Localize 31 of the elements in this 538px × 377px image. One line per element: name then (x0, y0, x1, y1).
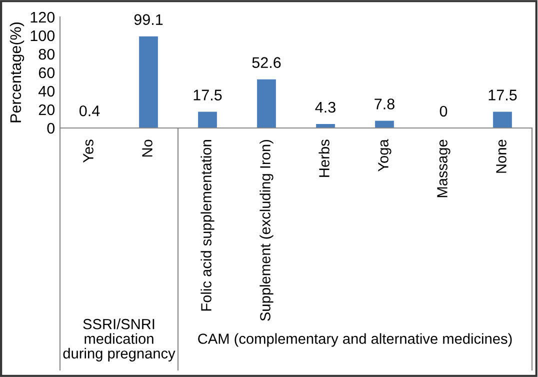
x-tick-label: Yoga (378, 139, 392, 172)
x-tick-label: Massage (437, 140, 450, 198)
data-label: 0 (440, 106, 448, 117)
data-label: 7.8 (374, 98, 394, 110)
text: SSRI/SNRI medication during pregnancy (63, 318, 176, 362)
x-tick-label: None (496, 140, 506, 173)
y-tick-label: 40 (38, 86, 55, 97)
bar (139, 36, 158, 128)
data-label: 52.6 (252, 57, 281, 68)
x-tick-label: Supplement (excluding Iron) (260, 140, 274, 321)
x-tick-label: Herbs (318, 140, 330, 177)
y-tick-label: 0 (47, 122, 55, 134)
data-label: 99.1 (134, 14, 163, 25)
bar (198, 112, 217, 128)
bar (375, 120, 394, 128)
y-tick-label: 120 (30, 12, 55, 23)
data-label: 17.5 (194, 90, 222, 100)
text: CAM (complementary and alternative medicines) (198, 333, 512, 347)
y-tick-label: 60 (38, 67, 55, 78)
x-tick-label: No (142, 140, 152, 157)
bar (257, 79, 276, 128)
x-tick-label: Folic acid supplementation (200, 140, 214, 311)
data-label: 4.3 (315, 102, 336, 113)
y-tick-label: 100 (30, 30, 55, 42)
bar (493, 112, 512, 128)
y-tick-label: 80 (38, 48, 55, 60)
data-label: 17.5 (488, 90, 517, 100)
y-tick-label: 20 (38, 104, 55, 116)
data-label: 0.4 (79, 105, 100, 116)
x-tick-label: Yes (83, 140, 94, 163)
y-axis-title: Percentage(%) (10, 22, 24, 122)
